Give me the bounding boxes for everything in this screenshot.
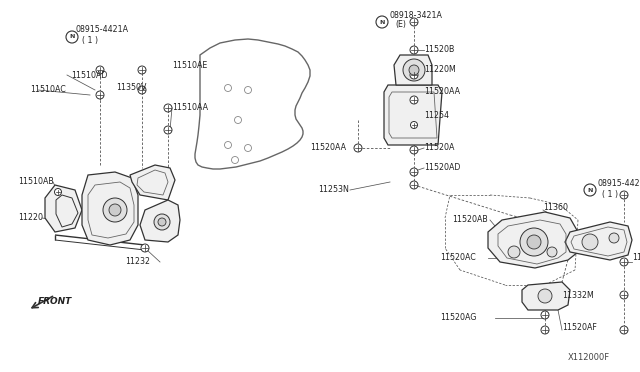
Text: 11520AF: 11520AF [562,324,597,333]
Text: ( 1 ): ( 1 ) [82,35,98,45]
Text: N: N [588,187,593,192]
Circle shape [541,326,549,334]
Polygon shape [45,185,82,232]
Text: 11510AD: 11510AD [71,71,108,80]
Circle shape [376,16,388,28]
Text: 11520AA: 11520AA [310,144,346,153]
Circle shape [158,218,166,226]
Circle shape [164,126,172,134]
Polygon shape [140,200,180,242]
Circle shape [164,104,172,112]
Polygon shape [394,55,432,85]
Text: 11220: 11220 [18,214,43,222]
Text: 11350V: 11350V [116,83,147,93]
Circle shape [410,46,418,54]
Polygon shape [82,172,138,245]
Circle shape [520,228,548,256]
Circle shape [620,326,628,334]
Circle shape [410,96,418,104]
Text: 11254: 11254 [424,110,449,119]
Text: FRONT: FRONT [38,298,72,307]
Text: 11520B: 11520B [424,45,454,55]
Text: 08915-4421A: 08915-4421A [598,179,640,187]
Text: 08915-4421A: 08915-4421A [75,26,128,35]
Text: 11520AA: 11520AA [424,87,460,96]
Circle shape [154,214,170,230]
Circle shape [620,191,628,199]
Circle shape [620,291,628,299]
Circle shape [141,244,149,252]
Text: 11520AD: 11520AD [424,164,460,173]
Circle shape [96,91,104,99]
Text: 11220M: 11220M [424,65,456,74]
Text: 11510AE: 11510AE [172,61,207,70]
Circle shape [508,246,520,258]
Text: 11520AE: 11520AE [632,253,640,263]
Text: 11510AA: 11510AA [172,103,208,112]
Text: 11360: 11360 [543,203,568,212]
Text: 11510AC: 11510AC [30,86,66,94]
Circle shape [138,66,146,74]
Circle shape [66,31,78,43]
Polygon shape [384,85,442,145]
Circle shape [527,235,541,249]
Text: X112000F: X112000F [568,353,610,362]
Text: 11520AB: 11520AB [452,215,488,224]
Text: N: N [69,35,75,39]
Polygon shape [130,165,175,200]
Circle shape [138,86,146,94]
Polygon shape [565,222,632,260]
Text: 11232: 11232 [125,257,150,266]
Text: ( 1 ): ( 1 ) [602,190,618,199]
Circle shape [403,59,425,81]
Text: 11520AG: 11520AG [440,314,476,323]
Text: N: N [380,19,385,25]
Circle shape [103,198,127,222]
Circle shape [410,181,418,189]
Text: (E): (E) [395,20,406,29]
Circle shape [410,122,417,128]
Circle shape [354,144,362,152]
Circle shape [547,247,557,257]
Circle shape [96,66,104,74]
Circle shape [609,233,619,243]
Circle shape [410,71,418,79]
Circle shape [538,289,552,303]
Circle shape [582,234,598,250]
Circle shape [409,65,419,75]
Text: 11520AC: 11520AC [440,253,476,263]
Polygon shape [488,212,578,268]
Circle shape [54,189,61,196]
Text: 11332M: 11332M [562,291,594,299]
Circle shape [410,18,418,26]
Circle shape [620,258,628,266]
Text: 08918-3421A: 08918-3421A [390,10,443,19]
Circle shape [584,184,596,196]
Circle shape [541,311,549,319]
Text: 11510AB: 11510AB [18,177,54,186]
Circle shape [410,168,418,176]
Text: 11253N: 11253N [318,186,349,195]
Circle shape [109,204,121,216]
Polygon shape [522,282,570,310]
Circle shape [410,146,418,154]
Text: 11520A: 11520A [424,144,454,153]
